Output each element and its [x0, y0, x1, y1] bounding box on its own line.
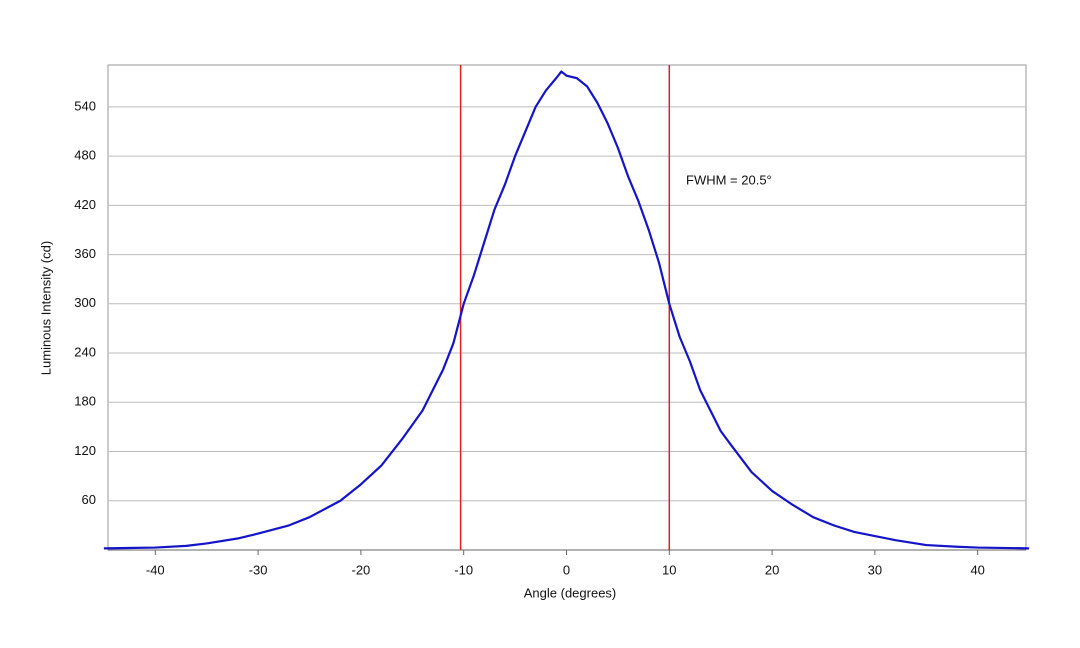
y-tick-label: 300: [74, 295, 96, 310]
y-tick-label: 120: [74, 443, 96, 458]
y-tick-label: 420: [74, 197, 96, 212]
y-tick-label: 540: [74, 98, 96, 113]
x-tick-label: 10: [662, 562, 676, 577]
y-axis-label: Luminous Intensity (cd): [38, 241, 53, 375]
x-tick-label: -20: [351, 562, 370, 577]
annotation: FWHM = 20.5°: [686, 172, 772, 187]
x-tick-label: -10: [454, 562, 473, 577]
x-tick-label: -30: [249, 562, 268, 577]
y-tick-label: 240: [74, 344, 96, 359]
x-tick-label: -40: [146, 562, 165, 577]
intensity-line: [103, 70, 1030, 550]
x-axis-label: Angle (degrees): [524, 585, 617, 600]
x-tick-label: 30: [868, 562, 882, 577]
x-tick-label: 0: [563, 562, 570, 577]
plot-area: [107, 64, 1027, 551]
y-tick-label: 60: [82, 492, 96, 507]
y-tick-label: 180: [74, 394, 96, 409]
y-tick-label: 480: [74, 148, 96, 163]
x-tick-label: 20: [765, 562, 779, 577]
y-tick-label: 360: [74, 246, 96, 261]
x-tick-label: 40: [970, 562, 984, 577]
